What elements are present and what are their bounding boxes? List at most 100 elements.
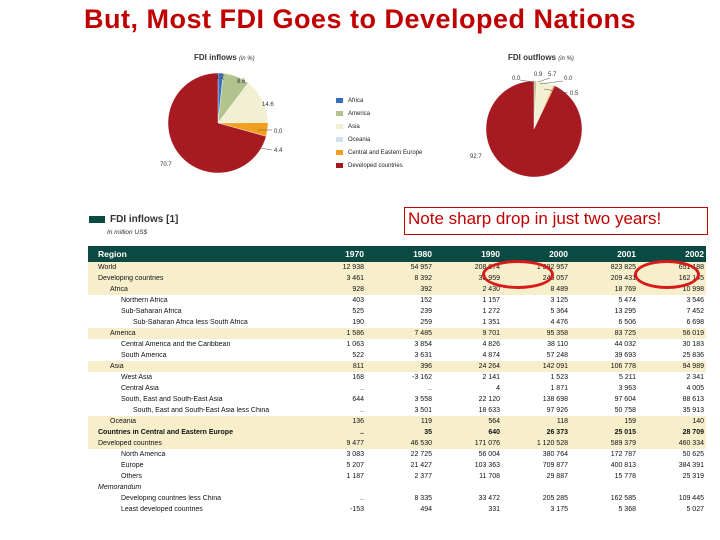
table-cell: 25 836: [682, 352, 704, 359]
table-cell: 26 373: [546, 429, 568, 436]
legend-label: America: [348, 110, 371, 117]
table-cell: 25 319: [682, 473, 704, 480]
table-cell: 1 120 528: [536, 440, 568, 447]
table-cell: 644: [352, 396, 364, 403]
table-row: Developing countries less China.. 8 335 33…: [88, 493, 706, 504]
table-cell: ..: [360, 385, 364, 392]
slide-note: Note sharp drop in just two years!: [408, 209, 662, 228]
table-cell: 54 957: [410, 264, 432, 271]
table-cell: 168: [352, 374, 364, 381]
inflows-leader-4: [259, 147, 273, 151]
legend-item: Central and Eastern Europe: [336, 146, 422, 159]
table-row-label: Developing countries: [98, 275, 164, 282]
table-row: Countries in Central and Eastern Europe.…: [88, 427, 706, 438]
table-cell: 56 019: [682, 330, 704, 337]
table-cell: ..: [360, 407, 364, 414]
table-row-label: South, East and South-East Asia: [121, 396, 223, 403]
table-cell: 2 377: [414, 473, 432, 480]
table-cell: 205 285: [542, 495, 568, 502]
table-cell: 118: [556, 418, 568, 425]
outflows-label-africa: 0.0: [512, 76, 521, 82]
table-cell: 1 871: [550, 385, 568, 392]
outflows-leader-3: [539, 80, 564, 85]
outflows-leader-0: [519, 79, 534, 83]
table-row: South, East and South-East Asia 644 3 558 2…: [88, 394, 706, 405]
table-row-label: North America: [121, 451, 166, 458]
table-cell: 10 998: [682, 286, 704, 293]
table-cell: 8 489: [550, 286, 568, 293]
table-cell: 38 110: [547, 341, 568, 348]
table-row: Developing countries 3 461 8 392 36 959 246 …: [88, 273, 706, 284]
table-cell: 4 005: [686, 385, 704, 392]
table-row-label: Oceania: [110, 418, 137, 425]
table-cell: 33 472: [478, 495, 500, 502]
inflows-label-america: 8.6: [237, 79, 246, 85]
legend-swatch: [336, 98, 343, 103]
table-cell: 29 887: [546, 473, 568, 480]
table-cell: ..: [360, 429, 364, 436]
table-cell: 18 769: [614, 286, 636, 293]
table-cell: 1 351: [482, 319, 500, 326]
table-cell: 7 485: [414, 330, 432, 337]
table-cell: 35: [424, 429, 432, 436]
table-cell: 4 826: [482, 341, 500, 348]
table-row: Asia 811 396 24 264 142 091 106 778 94 989: [88, 361, 706, 372]
table-cell: 30 183: [682, 341, 704, 348]
table-row: Africa 928 392 2 430 8 489 18 769 10 998: [88, 284, 706, 295]
table-row: Least developed countries -153 494 331 3 175…: [88, 504, 706, 515]
table-cell: 5 364: [550, 308, 568, 315]
table-row-label: World: [98, 264, 117, 271]
table-cell: 460 334: [678, 440, 704, 447]
table-cell: 823 825: [610, 264, 636, 271]
outflows-title-text: FDI outflows: [508, 53, 556, 62]
legend-swatch: [336, 150, 343, 155]
table-header-cell: 2000: [549, 249, 568, 259]
table-header-cell: 2002: [685, 249, 704, 259]
table-cell: 50 625: [682, 451, 704, 458]
table-cell: 88 613: [682, 396, 704, 403]
legend-item: Oceania: [336, 133, 422, 146]
table-cell: 1 157: [482, 297, 500, 304]
legend-item: Developed countries: [336, 159, 422, 172]
table-row-label: Sub-Saharan Africa: [121, 308, 182, 315]
table-cell: -3 162: [412, 374, 432, 381]
table-cell: 2 341: [686, 374, 704, 381]
table-cell: 136: [352, 418, 364, 425]
table-cell: 6 506: [618, 319, 636, 326]
table-row-label: Countries in Central and Eastern Europe: [98, 429, 233, 436]
outflows-label-oceania: 0.0: [564, 76, 573, 82]
table-cell: 1 063: [346, 341, 364, 348]
table-cell: 1 392 957: [536, 264, 568, 271]
table-row-label: West Asia: [121, 374, 152, 381]
table-cell: 5 368: [618, 506, 636, 513]
table-cell: 22 120: [478, 396, 500, 403]
table-row-label: Others: [121, 473, 143, 480]
table-cell: 3 631: [414, 352, 432, 359]
table-cell: 1 586: [346, 330, 364, 337]
table-row: South America 522 3 631 4 874 57 248 39 693 25…: [88, 350, 706, 361]
highlight-circle-2000: [482, 260, 554, 289]
table-cell: 2 430: [482, 286, 500, 293]
table-cell: 119: [420, 418, 432, 425]
table-row-label: Sub-Saharan Africa less South Africa: [133, 319, 248, 326]
table-title: FDI inflows [1]: [89, 214, 178, 225]
table-cell: -153: [349, 506, 364, 513]
table-row: Memorandum: [88, 482, 706, 493]
table-cell: 494: [420, 506, 432, 513]
table-cell: ..: [360, 495, 364, 502]
table-row-label: Northern Africa: [121, 297, 168, 304]
table-cell: 109 445: [678, 495, 704, 502]
table-row-label: Memorandum: [98, 484, 142, 491]
table-cell: 209 431: [610, 275, 636, 282]
note-box: [404, 207, 708, 235]
table-cell: 140: [692, 418, 704, 425]
table-cell: 159: [624, 418, 636, 425]
table-subtitle: In million US$: [107, 229, 148, 236]
table-cell: 83 725: [614, 330, 636, 337]
table-cell: 3 083: [346, 451, 364, 458]
table-body: World 12 938 54 957 208 674 1 392 957 823 825…: [88, 262, 706, 515]
table-cell: 21 427: [410, 462, 432, 469]
highlight-circle-2002: [634, 260, 700, 289]
table-cell: 1 272: [482, 308, 500, 315]
outflows-slice-developed-countries: [485, 80, 583, 178]
